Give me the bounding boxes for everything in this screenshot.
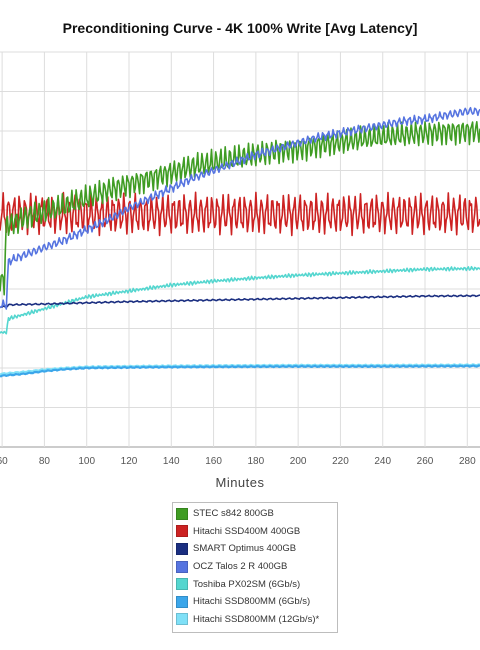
gridlines [0,51,480,448]
x-tick-labels: 60 80 100 120 140 160 180 200 220 240 260 280 [0,456,476,467]
legend-item: Hitachi SSD800MM (6Gb/s) [173,593,337,611]
legend-item: OCZ Talos 2 R 400GB [173,558,337,576]
series-lines [0,106,480,378]
series-line-toshiba-px02sm-6gb-s [0,265,480,335]
x-tick-label: 240 [374,456,391,467]
x-tick-label: 160 [205,456,222,467]
legend-item: Hitachi SSD800MM (12Gb/s)* [173,611,337,629]
x-tick-label: 140 [163,456,180,467]
series-line-stec-s842-800gb [0,121,480,296]
legend-label: Toshiba PX02SM (6Gb/s) [193,578,301,590]
legend-label: OCZ Talos 2 R 400GB [193,561,288,573]
chart-title: Preconditioning Curve - 4K 100% Write [A… [62,20,418,36]
chart-plot: 60 80 100 120 140 160 180 200 220 240 260 280 [0,51,480,467]
legend-item: Hitachi SSD400M 400GB [173,523,337,541]
legend-item: Toshiba PX02SM (6Gb/s) [173,575,337,593]
legend-swatch [176,578,188,591]
legend-item: STEC s842 800GB [173,505,337,523]
legend-label: Hitachi SSD400M 400GB [193,525,301,537]
legend-swatch [176,613,188,626]
series-line-ocz-talos-2-r-400gb [0,106,480,310]
legend-swatch [176,542,188,555]
x-tick-label: 280 [459,456,476,467]
legend-label: Hitachi SSD800MM (12Gb/s)* [193,613,320,625]
x-tick-label: 260 [417,456,434,467]
legend: STEC s842 800GB Hitachi SSD400M 400GB SMAR… [172,502,338,634]
x-tick-label: 100 [78,456,95,467]
x-tick-label: 220 [332,456,349,467]
x-axis-label: Minutes [215,475,265,490]
legend-label: SMART Optimus 400GB [193,543,297,555]
legend-label: Hitachi SSD800MM (6Gb/s) [193,596,311,608]
legend-swatch [176,525,188,538]
x-tick-label: 120 [121,456,138,467]
series-line-smart-optimus-400gb [0,294,480,309]
x-tick-label: 200 [290,456,307,467]
x-tick-label: 60 [0,456,8,467]
x-tick-label: 80 [39,456,51,467]
x-tick-label: 180 [248,456,265,467]
legend-swatch [176,560,188,573]
legend-swatch [176,595,188,608]
series-line-hitachi-ssd800mm-6gb-s [0,364,480,378]
legend-item: SMART Optimus 400GB [173,540,337,558]
legend-label: STEC s842 800GB [193,508,274,520]
legend-swatch [176,507,188,520]
